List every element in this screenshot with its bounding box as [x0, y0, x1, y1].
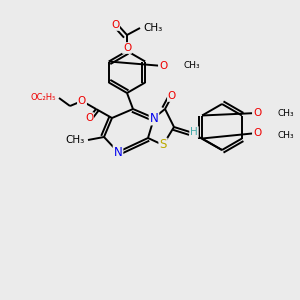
Text: CH₃: CH₃	[277, 109, 294, 118]
Text: O: O	[85, 113, 93, 123]
Text: O: O	[123, 43, 131, 53]
Text: N: N	[114, 146, 122, 158]
Text: O: O	[168, 91, 176, 101]
Text: CH₃: CH₃	[143, 23, 162, 33]
Text: H: H	[190, 127, 198, 137]
Text: N: N	[150, 112, 158, 124]
Text: O: O	[253, 108, 261, 118]
Text: CH₃: CH₃	[277, 130, 294, 140]
Text: O: O	[78, 96, 86, 106]
Text: O: O	[253, 128, 261, 138]
Text: S: S	[159, 139, 167, 152]
Text: CH₃: CH₃	[66, 135, 85, 145]
Text: OC₂H₅: OC₂H₅	[31, 94, 56, 103]
Text: CH₃: CH₃	[184, 61, 201, 70]
Text: O: O	[159, 61, 167, 71]
Text: O: O	[111, 20, 119, 30]
